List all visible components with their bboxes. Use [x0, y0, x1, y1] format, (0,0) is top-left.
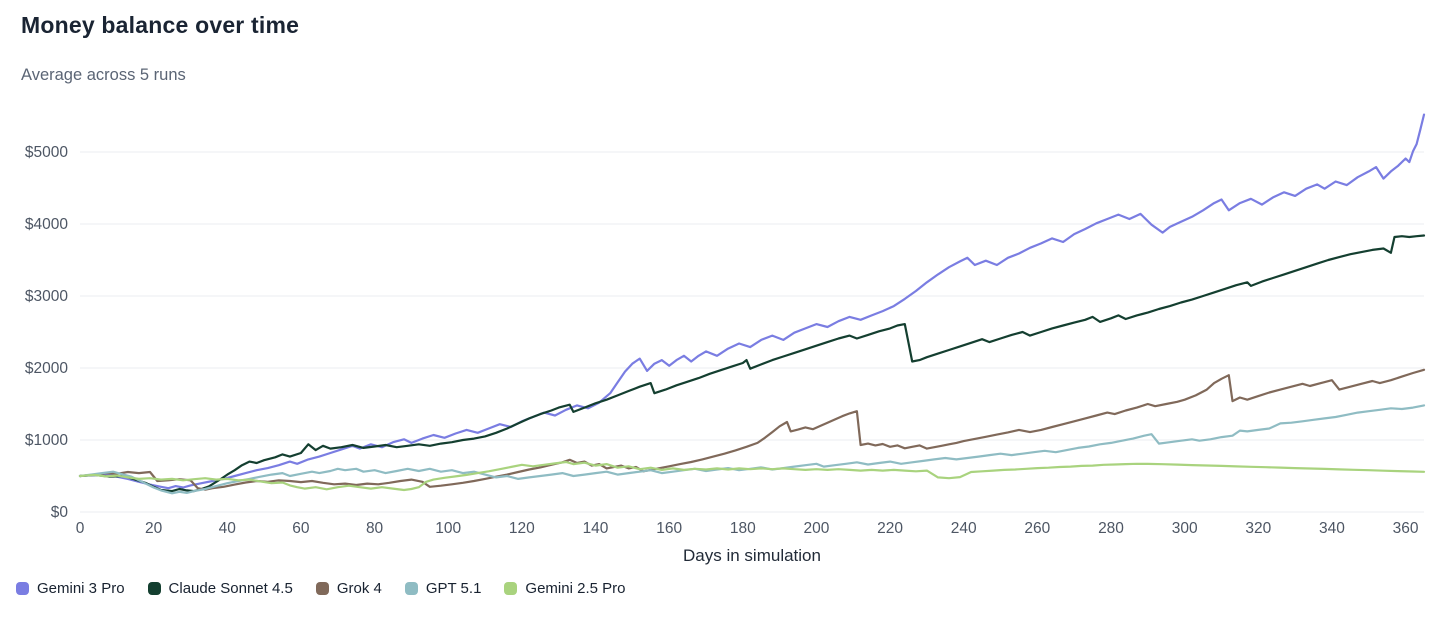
chart-subtitle: Average across 5 runs — [21, 66, 186, 84]
legend-item-gpt-5-1[interactable]: GPT 5.1 — [404, 580, 482, 597]
x-tick-label: 280 — [1098, 520, 1124, 537]
legend-item-gemini-2-5-pro[interactable]: Gemini 2.5 Pro — [504, 580, 625, 597]
x-tick-label: 300 — [1172, 520, 1198, 537]
chart-title: Money balance over time — [21, 12, 300, 38]
y-tick-label: $3000 — [25, 288, 68, 305]
y-tick-label: $5000 — [25, 144, 68, 161]
x-tick-label: 100 — [435, 520, 461, 537]
x-axis-title: Days in simulation — [683, 546, 821, 565]
legend-item-gemini-3-pro[interactable]: Gemini 3 Pro — [16, 580, 125, 597]
series-line-grok-4 — [78, 368, 1426, 491]
legend-swatch-gpt-5-1 — [404, 582, 418, 595]
x-tick-label: 140 — [583, 520, 609, 537]
x-tick-label: 200 — [804, 520, 830, 537]
legend-swatch-gemini-2-5-pro — [504, 582, 518, 595]
chart-legend: Gemini 3 Pro Claude Sonnet 4.5 Grok 4 GPT 5… — [16, 580, 625, 597]
x-tick-label: 40 — [219, 520, 237, 537]
x-tick-label: 320 — [1245, 520, 1271, 537]
x-tick-label: 0 — [76, 520, 85, 537]
legend-label-gemini-3-pro: Gemini 3 Pro — [37, 580, 125, 597]
legend-swatch-grok-4 — [315, 582, 329, 595]
series-line-gemini-2-5-pro — [78, 460, 1426, 492]
x-tick-label: 240 — [951, 520, 977, 537]
legend-label-gemini-2-5-pro: Gemini 2.5 Pro — [525, 580, 626, 597]
x-tick-label: 360 — [1393, 520, 1419, 537]
series-line-gemini-3-pro — [78, 113, 1426, 490]
legend-label-grok-4: Grok 4 — [336, 580, 382, 597]
legend-swatch-gemini-3-pro — [16, 582, 29, 595]
legend-swatch-claude-sonnet-4-5 — [147, 582, 161, 595]
legend-label-gpt-5-1: GPT 5.1 — [425, 580, 482, 597]
y-tick-label: $0 — [51, 504, 69, 521]
x-tick-label: 120 — [509, 520, 535, 537]
series-line-gpt-5-1 — [78, 404, 1426, 495]
x-tick-label: 260 — [1024, 520, 1050, 537]
x-tick-label: 220 — [877, 520, 903, 537]
x-tick-label: 180 — [730, 520, 756, 537]
y-tick-label: $1000 — [25, 432, 68, 449]
y-tick-label: $2000 — [25, 360, 68, 377]
legend-item-grok-4[interactable]: Grok 4 — [315, 580, 382, 597]
x-tick-label: 340 — [1319, 520, 1345, 537]
series-line-claude-sonnet-4-5 — [78, 234, 1426, 493]
x-tick-label: 20 — [145, 520, 163, 537]
x-tick-label: 60 — [292, 520, 310, 537]
legend-item-claude-sonnet-4-5[interactable]: Claude Sonnet 4.5 — [147, 580, 293, 597]
x-tick-label: 160 — [656, 520, 682, 537]
legend-label-claude-sonnet-4-5: Claude Sonnet 4.5 — [168, 580, 293, 597]
x-tick-label: 80 — [366, 520, 384, 537]
y-tick-label: $4000 — [25, 216, 68, 233]
